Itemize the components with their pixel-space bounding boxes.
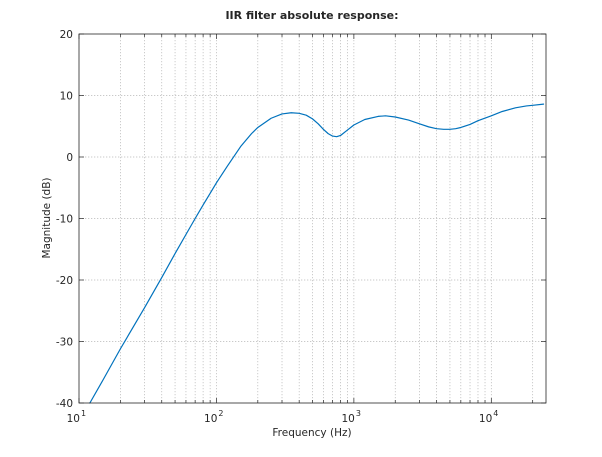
x-tick-exponent: 1 <box>81 409 86 418</box>
y-tick-label: -30 <box>56 337 73 349</box>
x-axis-label: Frequency (Hz) <box>272 427 351 439</box>
x-tick-label: 10 1 <box>67 409 86 425</box>
ticks <box>78 33 546 404</box>
y-tick-label: 20 <box>60 29 73 41</box>
y-tick-label: -20 <box>56 275 73 287</box>
y-tick-label: -10 <box>56 214 73 226</box>
x-tick-label: 10 2 <box>204 409 223 425</box>
chart-title: IIR filter absolute response: <box>225 9 398 22</box>
y-tick-label: 0 <box>66 152 73 164</box>
x-tick-label: 10 3 <box>341 409 360 425</box>
response-curve <box>89 103 545 404</box>
plot-area <box>79 34 546 403</box>
x-tick-label: 10 4 <box>479 409 498 425</box>
y-tick-label: -40 <box>56 398 73 410</box>
series-layer <box>89 103 545 404</box>
y-tick-label: 10 <box>60 91 73 103</box>
x-tick-exponent: 3 <box>356 409 361 418</box>
x-tick-base: 10 <box>479 413 492 425</box>
y-axis-label: Magnitude (dB) <box>41 177 53 258</box>
x-tick-exponent: 4 <box>493 409 498 418</box>
y-tick-labels: 20 10 0 -10 -20 -30 -40 <box>56 29 73 410</box>
x-tick-base: 10 <box>204 413 217 425</box>
x-tick-base: 10 <box>341 413 354 425</box>
x-tick-base: 10 <box>67 413 80 425</box>
x-tick-exponent: 2 <box>218 409 223 418</box>
x-tick-labels: 10 1 10 2 10 3 10 4 <box>67 409 499 425</box>
